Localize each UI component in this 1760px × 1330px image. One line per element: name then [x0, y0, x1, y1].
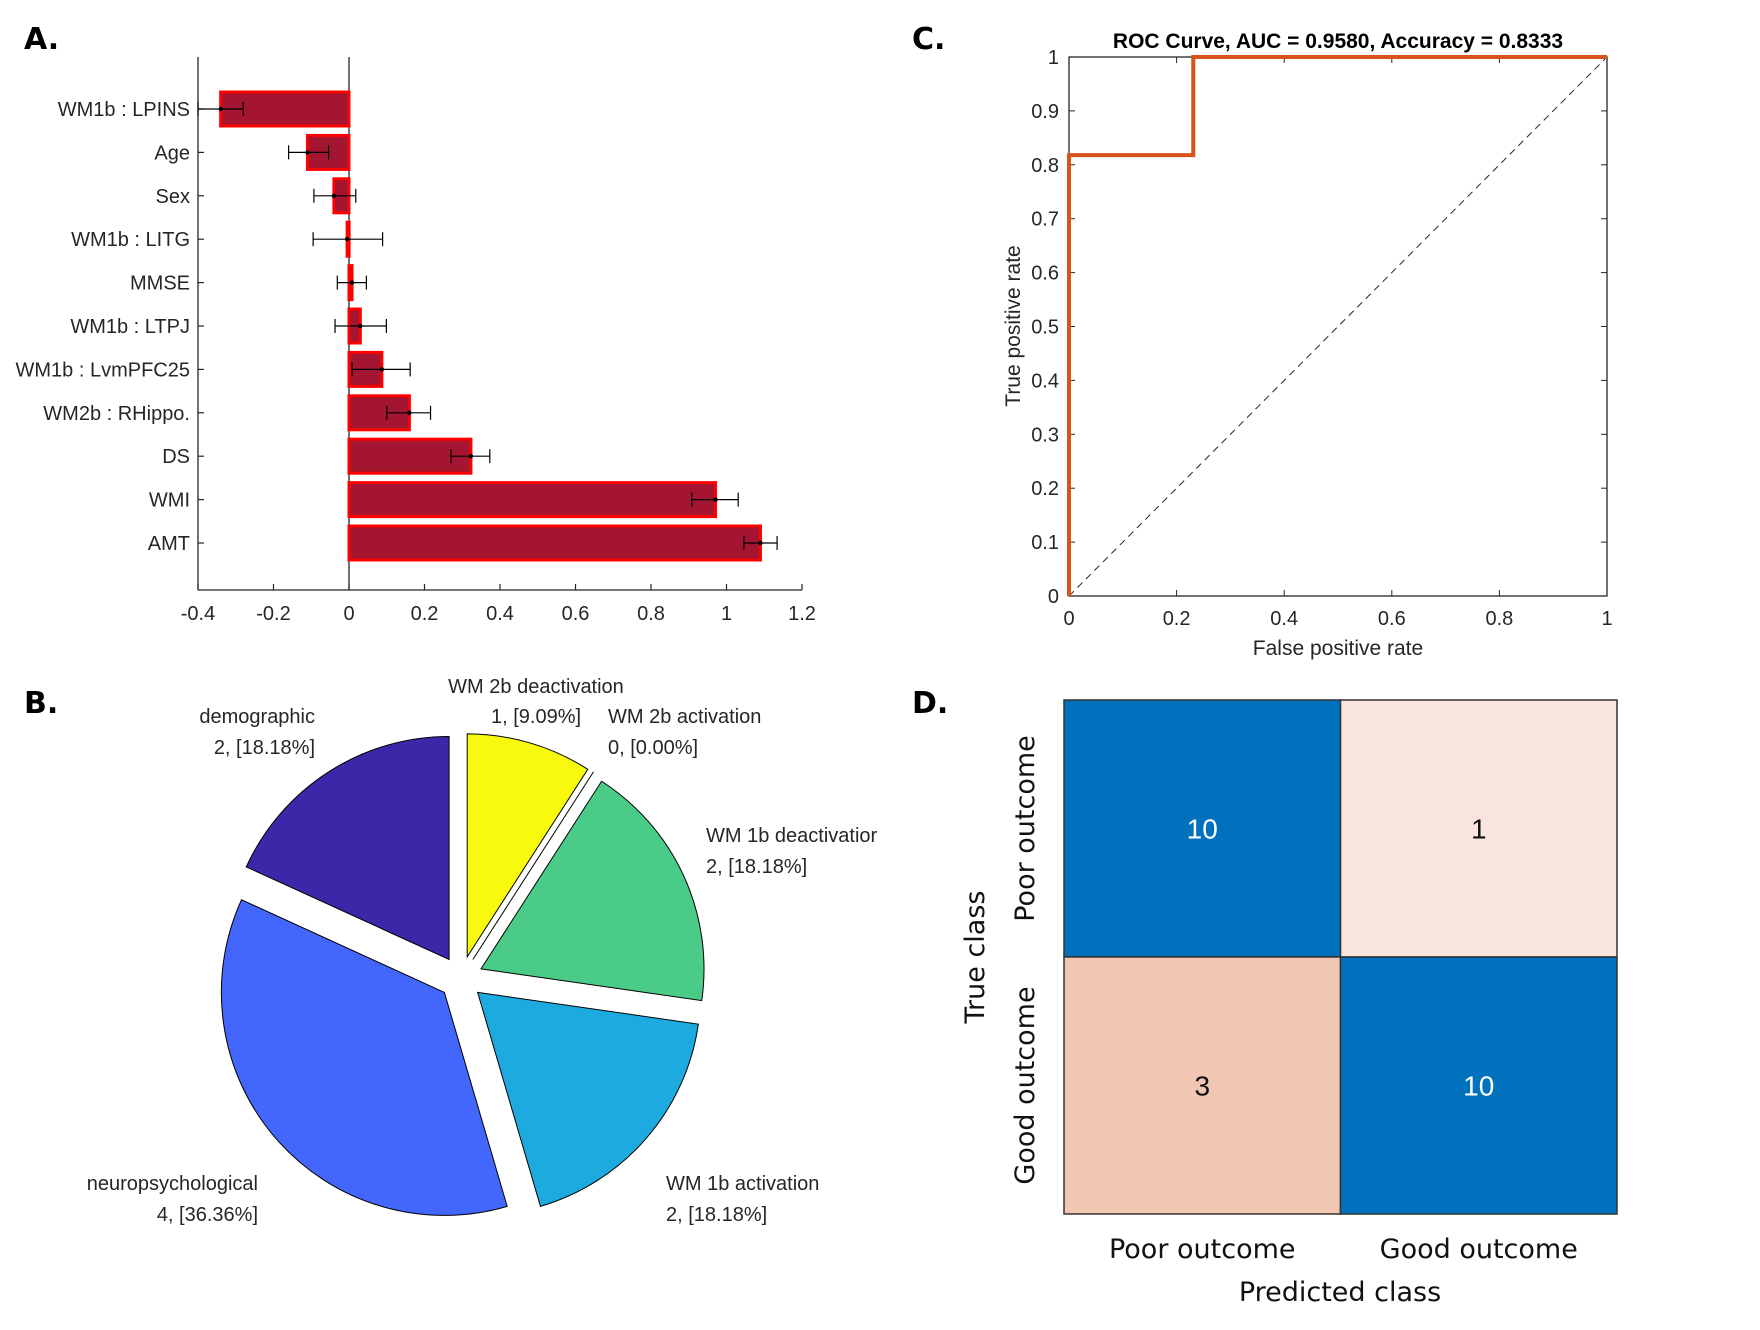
y-tick-label: Age [154, 142, 190, 164]
y-tick-label: Sex [156, 186, 190, 208]
cm-y-tick-label: Good outcome [1010, 986, 1041, 1184]
mean-point [344, 237, 350, 242]
y-tick-label: 0.2 [1031, 478, 1059, 500]
x-tick-label: 1 [721, 603, 732, 625]
y-tick-label: 1 [1048, 47, 1059, 69]
x-tick-label: 0.4 [1270, 608, 1298, 630]
pie-slice-empty [472, 771, 594, 960]
x-tick-label: 0.2 [1163, 608, 1191, 630]
y-tick-label: 0.5 [1031, 317, 1059, 339]
chance-line [1068, 56, 1608, 597]
y-tick-label: WMI [149, 490, 190, 512]
cm-cell-value: 1 [1471, 814, 1487, 845]
pie-label-value: 0, [0.00%] [608, 737, 698, 759]
panel-label-a: A. [24, 22, 59, 57]
mean-point [379, 367, 385, 372]
pie-label-name: WM 2b activation [608, 706, 761, 728]
y-tick-label: AMT [148, 533, 190, 555]
cm-cell-value: 10 [1463, 1071, 1494, 1102]
pie-label-value: 2, [18.18%] [706, 856, 807, 878]
y-tick-label: WM1b : LPINS [58, 99, 190, 121]
x-tick-label: 0.6 [1378, 608, 1406, 630]
y-tick-label: WM2b : RHippo. [43, 403, 190, 425]
mean-point [331, 193, 337, 198]
roc-y-axis-label: True positive rate [1002, 245, 1025, 406]
mean-point [218, 106, 223, 112]
mean-point [758, 540, 763, 546]
pie-label-value: 4, [36.36%] [157, 1204, 258, 1226]
y-tick-label: MMSE [130, 273, 190, 295]
cm-y-axis-label: True class [960, 891, 991, 1025]
roc-chart-c: ROC Curve, AUC = 0.9580, Accuracy = 0.83… [1002, 30, 1613, 660]
x-tick-label: 0 [1063, 608, 1074, 630]
y-tick-label: WM1b : LTPJ [70, 316, 190, 338]
panel-label-b: B. [24, 686, 58, 721]
mean-point [349, 280, 355, 285]
y-tick-label: WM1b : LvmPFC25 [16, 359, 190, 381]
y-tick-label: DS [162, 446, 190, 468]
cm-cell-value: 3 [1194, 1071, 1210, 1102]
x-tick-label: -0.2 [256, 603, 290, 625]
x-tick-label: 0.4 [486, 603, 514, 625]
cm-x-tick-label: Good outcome [1380, 1234, 1578, 1265]
cm-cell [1339, 956, 1618, 1215]
cm-x-axis-label: Predicted class [1239, 1277, 1441, 1308]
bar [347, 481, 718, 519]
pie-label-value: 2, [18.18%] [214, 737, 315, 759]
confusion-matrix-d: Predicted class True class 10 1 3 10 Poor ou… [960, 699, 1618, 1308]
y-tick-label: 0.8 [1031, 155, 1059, 177]
cm-cell [1339, 699, 1618, 958]
pie-slice [466, 733, 589, 959]
pie-label-value: 1, [9.09%] [491, 706, 581, 728]
x-tick-label: 0.8 [1485, 608, 1513, 630]
pie-slice [220, 899, 508, 1216]
pie-slice [480, 780, 705, 1002]
x-tick-label: 0.8 [637, 603, 665, 625]
mean-point [468, 454, 474, 459]
roc-x-axis-label: False positive rate [1253, 637, 1423, 660]
pie-slice [476, 991, 699, 1207]
cm-cell-value: 10 [1187, 814, 1218, 845]
mean-point [358, 323, 363, 329]
pie-chart-b: demographic 2, [18.18%] neuropsychological… [87, 676, 878, 1226]
panel-label-c: C. [912, 22, 945, 57]
roc-title: ROC Curve, AUC = 0.9580, Accuracy = 0.83… [1113, 30, 1563, 53]
pie-label-name: demographic [199, 706, 315, 728]
x-tick-label: 1.2 [788, 603, 816, 625]
pie-label-name: WM 2b deactivation [448, 676, 624, 698]
cm-cell [1063, 956, 1342, 1215]
pie-slice [245, 735, 450, 961]
x-tick-label: -0.4 [181, 603, 215, 625]
y-tick-label: 0.4 [1031, 370, 1059, 392]
x-tick-label: 0 [343, 603, 354, 625]
pie-label-name: WM 1b deactivatior [706, 825, 878, 847]
y-tick-label: WM1b : LITG [71, 229, 190, 251]
y-tick-label: 0.9 [1031, 101, 1059, 123]
pie-label-name: neuropsychological [87, 1173, 258, 1195]
y-tick-label: 0 [1048, 586, 1059, 608]
cm-x-tick-label: Poor outcome [1109, 1234, 1296, 1265]
x-tick-label: 0.6 [562, 603, 590, 625]
x-tick-label: 0.2 [411, 603, 439, 625]
y-tick-label: 0.1 [1031, 532, 1059, 554]
cm-y-tick-label: Poor outcome [1010, 735, 1041, 922]
pie-label-value: 2, [18.18%] [666, 1204, 767, 1226]
bar [347, 524, 762, 562]
y-tick-label: 0.7 [1031, 209, 1059, 231]
roc-curve [1067, 55, 1607, 596]
x-tick-label: 1 [1601, 608, 1612, 630]
pie-label-name: WM 1b activation [666, 1173, 819, 1195]
panel-label-d: D. [912, 686, 948, 721]
y-tick-label: 0.3 [1031, 424, 1059, 446]
mean-point [407, 410, 412, 415]
cm-cell [1063, 699, 1342, 958]
mean-point [713, 497, 718, 502]
y-tick-label: 0.6 [1031, 263, 1059, 285]
bar-chart-a: -0.4 -0.2 0 0.2 0.4 0.6 0.8 1 1.2 WM1b : LPINS Age… [16, 57, 816, 625]
mean-point [305, 150, 310, 155]
